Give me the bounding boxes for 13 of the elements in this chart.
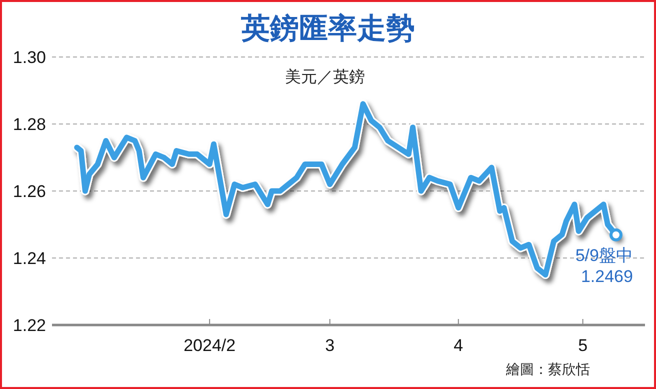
- x-tick-label: 4: [454, 336, 464, 356]
- x-tick-label: 3: [325, 336, 335, 356]
- text: 繪圖：蔡欣恬: [505, 362, 590, 378]
- y-tick-label: 1.26: [12, 182, 46, 201]
- x-tick-label: 2024/2: [184, 336, 236, 356]
- x-tick-label: 5: [578, 336, 588, 356]
- y-tick-label: 1.28: [12, 114, 46, 134]
- y-tick-label: 1.22: [12, 316, 46, 335]
- annotation: 5/9盤中 1.2469: [575, 246, 633, 286]
- y-tick-label: 1.30: [12, 48, 46, 67]
- text: 美元／英鎊: [285, 67, 365, 86]
- y-tick-label: 1.24: [12, 248, 46, 268]
- chart-title: 英鎊匯率走勢: [240, 11, 415, 45]
